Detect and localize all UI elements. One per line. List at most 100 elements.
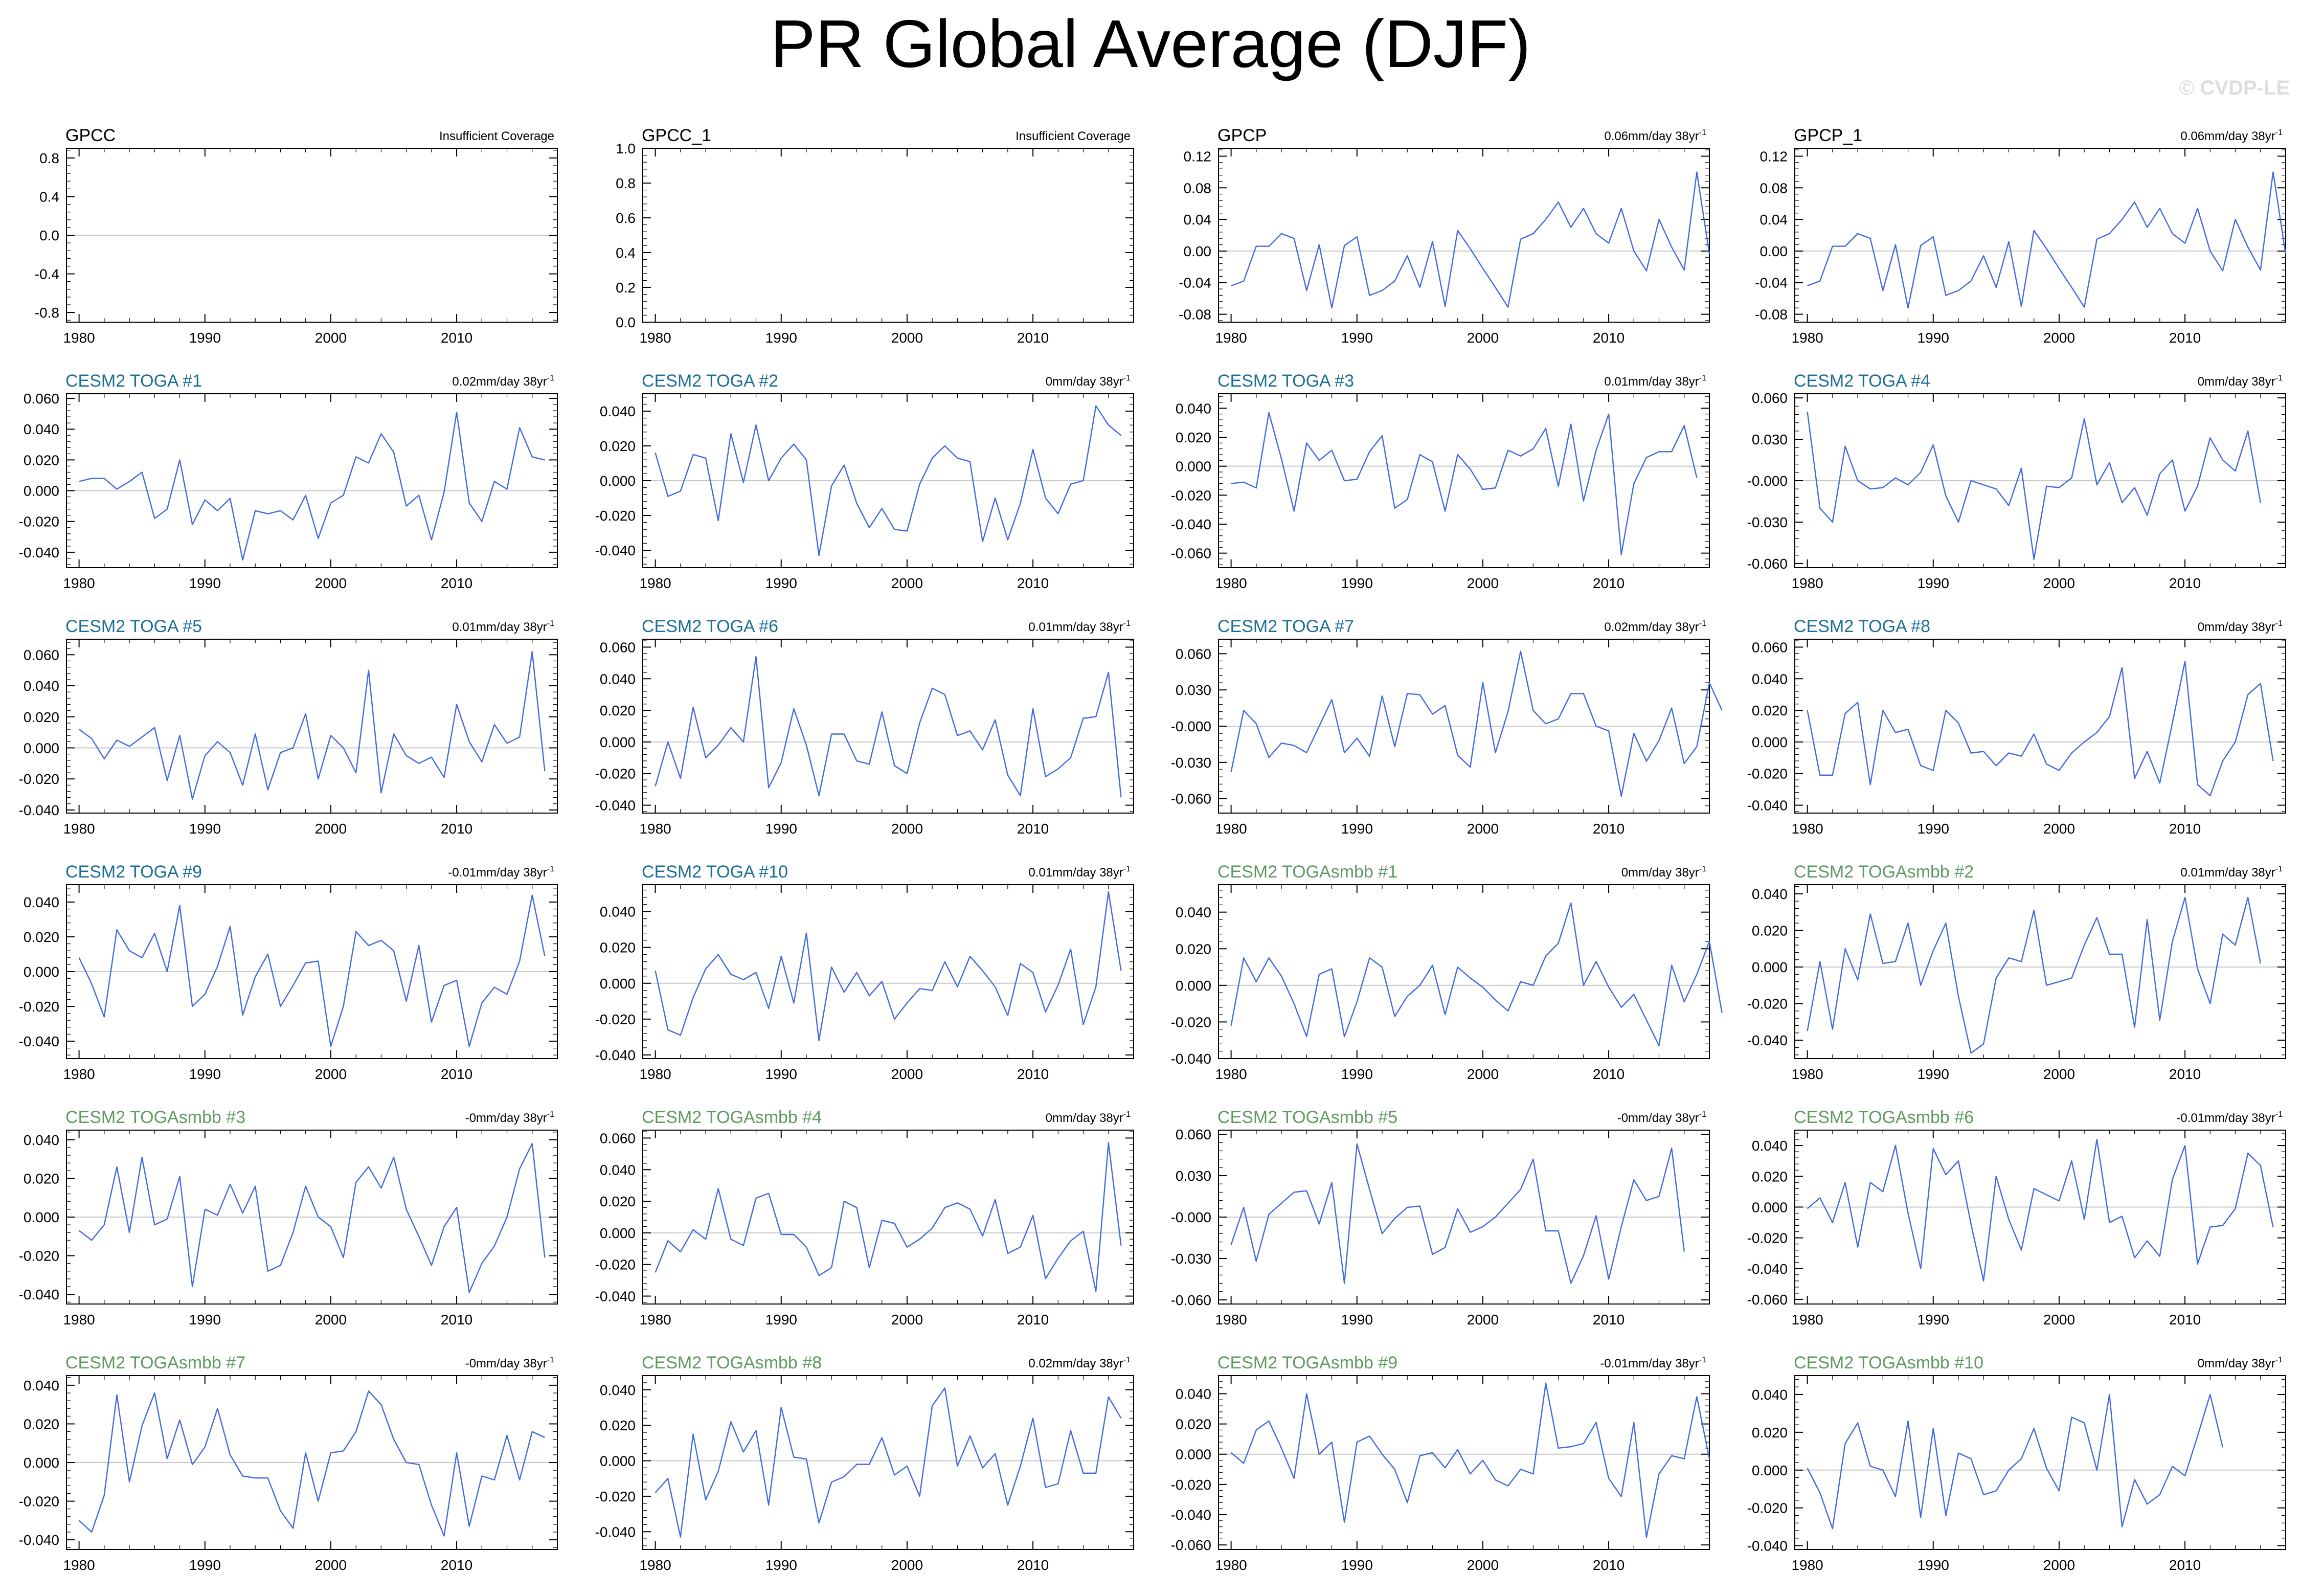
xtick-label: 2010 bbox=[2169, 1557, 2201, 1573]
xtick-label: 1990 bbox=[189, 1312, 221, 1328]
xtick-label: 1990 bbox=[765, 1312, 797, 1328]
series-line bbox=[655, 405, 1122, 556]
series-line bbox=[1230, 1143, 1685, 1284]
xtick-label: 1990 bbox=[1341, 1312, 1373, 1328]
ytick-label: 0.000 bbox=[1752, 1199, 1788, 1215]
plot-frame bbox=[1794, 1130, 2286, 1305]
ytick-label: 0.020 bbox=[600, 940, 636, 956]
ytick-label: 0.020 bbox=[1752, 703, 1788, 718]
series-line bbox=[1230, 650, 1723, 797]
xtick-label: 1990 bbox=[1341, 1066, 1373, 1082]
series-line bbox=[79, 411, 545, 561]
xtick-label: 1990 bbox=[765, 1557, 797, 1573]
ytick-label: -0.060 bbox=[1747, 556, 1788, 572]
panel-title: CESM2 TOGA #6 bbox=[642, 617, 778, 636]
xtick-label: 2000 bbox=[315, 575, 347, 591]
xtick-label: 1990 bbox=[1341, 575, 1373, 591]
plot-frame bbox=[1218, 884, 1710, 1059]
plot-frame bbox=[1218, 393, 1710, 568]
plot-frame bbox=[66, 639, 558, 814]
panel-title: CESM2 TOGAsmbb #4 bbox=[642, 1108, 822, 1127]
ytick-label: -0.020 bbox=[19, 1248, 59, 1264]
panel-24: CESM2 TOGAsmbb #10 0mm/day 38yr-1 -0.040 -0… bbox=[1747, 1353, 2286, 1573]
ytick-label: -0.04 bbox=[1179, 275, 1211, 291]
ytick-label: -0.040 bbox=[1171, 1507, 1211, 1523]
xtick-label: 2000 bbox=[315, 1312, 347, 1328]
ytick-label: 0.12 bbox=[1760, 148, 1788, 164]
xtick-label: 1990 bbox=[189, 1557, 221, 1573]
ytick-label: 1.0 bbox=[616, 141, 636, 156]
trend-label: 0mm/day 38yr-1 bbox=[2198, 374, 2283, 389]
xtick-label: 2010 bbox=[441, 575, 472, 591]
ytick-label: 0.08 bbox=[1760, 180, 1788, 196]
trend-exponent: -1 bbox=[547, 1110, 554, 1119]
ytick-label: 0.020 bbox=[1176, 1417, 1211, 1432]
xtick-label: 2000 bbox=[891, 1557, 923, 1573]
trend-exponent: -1 bbox=[1699, 374, 1706, 383]
trend-label: 0mm/day 38yr-1 bbox=[1621, 865, 1706, 880]
trend-exponent: -1 bbox=[2275, 619, 2283, 628]
panel-title: CESM2 TOGAsmbb #7 bbox=[65, 1353, 245, 1373]
ytick-label: -0.040 bbox=[19, 545, 59, 560]
panel-title: CESM2 TOGAsmbb #8 bbox=[642, 1353, 822, 1373]
trend-label: 0mm/day 38yr-1 bbox=[2198, 619, 2283, 634]
ytick-label: 0.000 bbox=[24, 964, 59, 980]
trend-label: -0mm/day 38yr-1 bbox=[1617, 1110, 1706, 1125]
trend-label: 0mm/day 38yr-1 bbox=[2198, 1356, 2283, 1370]
trend-exponent: -1 bbox=[1123, 619, 1131, 628]
xtick-label: 2010 bbox=[441, 1066, 472, 1082]
plot-frame bbox=[1218, 148, 1710, 323]
ytick-label: -0.060 bbox=[1171, 1537, 1211, 1553]
plot-frame bbox=[1794, 639, 2286, 814]
trend-label: Insufficient Coverage bbox=[1016, 129, 1131, 143]
xtick-label: 2010 bbox=[1593, 1312, 1625, 1328]
ytick-label: -0.040 bbox=[19, 1287, 59, 1302]
panel-title: CESM2 TOGAsmbb #5 bbox=[1217, 1108, 1397, 1127]
xtick-label: 1980 bbox=[63, 575, 95, 591]
panel-title: CESM2 TOGAsmbb #3 bbox=[65, 1108, 245, 1127]
xtick-label: 1980 bbox=[639, 1312, 671, 1328]
panel-19: CESM2 TOGAsmbb #5 -0mm/day 38yr-1 -0.060 -0… bbox=[1171, 1108, 1710, 1328]
series-line bbox=[78, 894, 546, 1047]
xtick-label: 1990 bbox=[765, 821, 797, 837]
ytick-label: -0.020 bbox=[1171, 487, 1211, 503]
plot-frame bbox=[66, 393, 558, 568]
panel-12: CESM2 TOGA #8 0mm/day 38yr-1 -0.040 -0.020 0… bbox=[1747, 617, 2286, 837]
panel-title: CESM2 TOGAsmbb #9 bbox=[1217, 1353, 1397, 1373]
ytick-label: -0.020 bbox=[595, 1489, 636, 1504]
xtick-label: 1980 bbox=[1215, 1066, 1247, 1082]
ytick-label: 0.040 bbox=[1176, 905, 1211, 920]
xtick-label: 1990 bbox=[189, 1066, 221, 1082]
ytick-label: 0.040 bbox=[600, 1162, 636, 1178]
ytick-label: -0.08 bbox=[1179, 307, 1211, 323]
xtick-label: 1980 bbox=[1215, 330, 1247, 346]
ytick-label: 0.040 bbox=[24, 678, 59, 694]
trend-exponent: -1 bbox=[1699, 128, 1706, 137]
series-line bbox=[1807, 661, 2274, 797]
series-line bbox=[1807, 411, 2261, 560]
ytick-label: 0.6 bbox=[616, 210, 636, 226]
series-line bbox=[78, 651, 546, 800]
series-line bbox=[78, 1390, 545, 1537]
series-line bbox=[1230, 902, 1723, 1047]
panel-3: GPCP 0.06mm/day 38yr-1 -0.08 -0.04 0.00 0.04 0… bbox=[1179, 126, 1710, 346]
ytick-label: 0.020 bbox=[24, 1171, 59, 1186]
ytick-label: 0.4 bbox=[39, 189, 59, 205]
trend-exponent: -1 bbox=[1123, 374, 1131, 383]
ytick-label: -0.030 bbox=[1171, 755, 1211, 771]
xtick-label: 1990 bbox=[1918, 821, 1949, 837]
ytick-label: 0.4 bbox=[616, 245, 636, 261]
xtick-label: 1990 bbox=[189, 330, 221, 346]
ytick-label: 0.040 bbox=[24, 421, 59, 437]
ytick-label: -0.040 bbox=[1171, 516, 1211, 532]
panel-22: CESM2 TOGAsmbb #8 0.02mm/day 38yr-1 -0.040… bbox=[595, 1353, 1134, 1573]
xtick-label: 1980 bbox=[63, 1312, 95, 1328]
watermark-label: © CVDP-LE bbox=[2179, 77, 2290, 99]
ytick-label: 0.020 bbox=[600, 703, 636, 718]
xtick-label: 2010 bbox=[2169, 1312, 2201, 1328]
trend-exponent: -1 bbox=[2275, 374, 2283, 383]
panel-title: CESM2 TOGA #9 bbox=[65, 862, 202, 882]
ytick-label: -0.040 bbox=[19, 802, 59, 818]
xtick-label: 2010 bbox=[441, 821, 472, 837]
plot-frame bbox=[642, 148, 1134, 323]
